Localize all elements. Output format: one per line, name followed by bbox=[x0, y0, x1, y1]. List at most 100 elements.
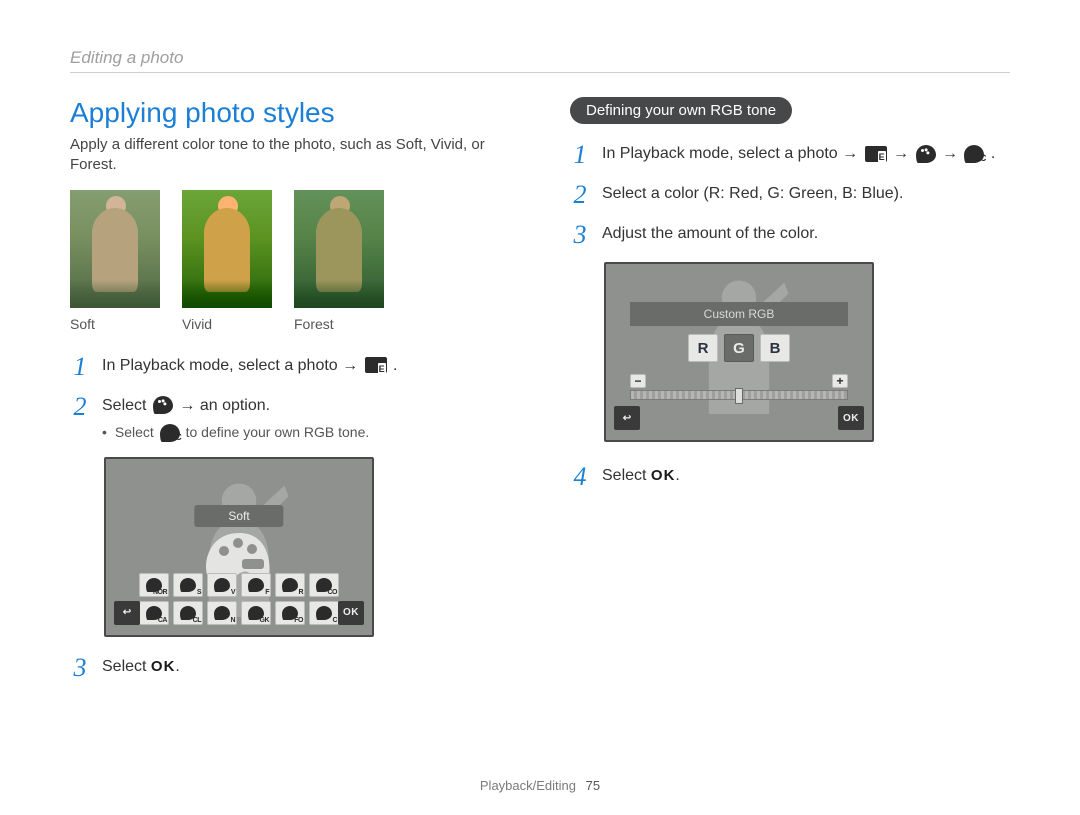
step-text: Select bbox=[102, 397, 151, 414]
style-chip[interactable]: NOR bbox=[139, 573, 169, 597]
step-body: Select OK. bbox=[602, 464, 1010, 488]
rgb-chip-g[interactable]: G bbox=[724, 334, 754, 362]
back-button[interactable]: ↩ bbox=[114, 601, 140, 625]
bullet-icon: • bbox=[102, 422, 107, 443]
thumb-soft: Soft bbox=[70, 190, 160, 332]
breadcrumb: Editing a photo bbox=[70, 48, 1010, 68]
style-chip[interactable]: R bbox=[275, 573, 305, 597]
step-text: . bbox=[393, 357, 397, 374]
style-chip[interactable]: C bbox=[309, 601, 339, 625]
step-text: → an option. bbox=[179, 397, 270, 414]
left-steps-2: 3 Select OK. bbox=[70, 655, 510, 681]
step-number: 2 bbox=[70, 394, 90, 420]
slider-track[interactable] bbox=[630, 390, 848, 400]
style-chip[interactable]: V bbox=[207, 573, 237, 597]
rgb-slider[interactable]: − + bbox=[630, 374, 848, 400]
thumb-forest: Forest bbox=[294, 190, 384, 332]
lcd-selected-label: Soft bbox=[194, 505, 283, 527]
slider-ends: − + bbox=[630, 374, 848, 388]
style-chip[interactable]: CO bbox=[309, 573, 339, 597]
palette-icon bbox=[916, 145, 936, 163]
step-number: 3 bbox=[70, 655, 90, 681]
minus-icon[interactable]: − bbox=[630, 374, 646, 388]
style-thumbnails: Soft Vivid Forest bbox=[70, 190, 510, 332]
ok-button[interactable]: OK bbox=[838, 406, 864, 430]
step-2: 2 Select → an option. • Select to define… bbox=[70, 394, 510, 443]
step-4: 4 Select OK. bbox=[570, 464, 1010, 490]
step-body: In Playback mode, select a photo → . bbox=[102, 354, 510, 378]
columns: Applying photo styles Apply a different … bbox=[70, 97, 1010, 695]
lcd-title: Custom RGB bbox=[630, 302, 848, 326]
footer-section: Playback/Editing bbox=[480, 778, 576, 793]
thumb-label: Forest bbox=[294, 316, 384, 332]
intro-text: Apply a different color tone to the phot… bbox=[70, 135, 510, 176]
step-2: 2 Select a color (R: Red, G: Green, B: B… bbox=[570, 182, 1010, 208]
step-body: Select → an option. • Select to define y… bbox=[102, 394, 510, 443]
step-text: → bbox=[893, 145, 913, 162]
style-chip[interactable]: GK bbox=[241, 601, 271, 625]
step-text: In Playback mode, select a photo → bbox=[602, 145, 863, 162]
step-text: . bbox=[175, 658, 179, 675]
rgb-chip-b[interactable]: B bbox=[760, 334, 790, 362]
sub-text: Select to define your own RGB tone. bbox=[115, 422, 369, 443]
ok-icon: OK bbox=[151, 658, 176, 675]
lcd-chip-row-1: NOR S V F R CO bbox=[138, 573, 340, 597]
ok-icon: OK bbox=[651, 467, 676, 484]
step-3: 3 Select OK. bbox=[70, 655, 510, 681]
lcd-rgb: Custom RGB R G B − + ↩ OK bbox=[604, 262, 874, 442]
step-text: . bbox=[675, 467, 679, 484]
right-column: Defining your own RGB tone 1 In Playback… bbox=[570, 97, 1010, 695]
step-text: . bbox=[991, 145, 995, 162]
rgb-chips: R G B bbox=[688, 334, 790, 362]
step-1: 1 In Playback mode, select a photo → → →… bbox=[570, 142, 1010, 168]
step-number: 2 bbox=[570, 182, 590, 208]
style-chip[interactable]: N bbox=[207, 601, 237, 625]
divider bbox=[70, 72, 1010, 73]
step-text: Select bbox=[602, 467, 651, 484]
step-3: 3 Adjust the amount of the color. bbox=[570, 222, 1010, 248]
step-number: 4 bbox=[570, 464, 590, 490]
ok-button[interactable]: OK bbox=[338, 601, 364, 625]
thumb-image bbox=[70, 190, 160, 308]
style-chip[interactable]: CA bbox=[139, 601, 169, 625]
sub-bullet: • Select to define your own RGB tone. bbox=[102, 422, 510, 443]
thumb-vivid: Vivid bbox=[182, 190, 272, 332]
palette-custom-icon bbox=[160, 424, 180, 442]
left-column: Applying photo styles Apply a different … bbox=[70, 97, 510, 695]
palette-icon bbox=[153, 396, 173, 414]
style-chip[interactable]: F bbox=[241, 573, 271, 597]
step-body: In Playback mode, select a photo → → → . bbox=[602, 142, 1010, 166]
page-footer: Playback/Editing 75 bbox=[0, 778, 1080, 793]
right-steps: 1 In Playback mode, select a photo → → →… bbox=[570, 142, 1010, 248]
edit-icon bbox=[865, 146, 887, 162]
step-text: In Playback mode, select a photo → bbox=[102, 357, 363, 374]
step-1: 1 In Playback mode, select a photo → . bbox=[70, 354, 510, 380]
thumb-label: Soft bbox=[70, 316, 160, 332]
thumb-image bbox=[182, 190, 272, 308]
rgb-chip-r[interactable]: R bbox=[688, 334, 718, 362]
section-title: Applying photo styles bbox=[70, 97, 510, 129]
right-steps-2: 4 Select OK. bbox=[570, 464, 1010, 490]
style-chip[interactable]: CL bbox=[173, 601, 203, 625]
lcd-style-selector: Soft NOR S V F R CO CA CL N GK FO bbox=[104, 457, 374, 637]
step-number: 1 bbox=[570, 142, 590, 168]
left-steps: 1 In Playback mode, select a photo → . 2… bbox=[70, 354, 510, 443]
step-text: → bbox=[942, 145, 962, 162]
footer-page: 75 bbox=[586, 778, 600, 793]
step-text: Select bbox=[102, 658, 151, 675]
plus-icon[interactable]: + bbox=[832, 374, 848, 388]
style-chip[interactable]: FO bbox=[275, 601, 305, 625]
lcd-chip-row-2: CA CL N GK FO C bbox=[138, 601, 340, 625]
step-body: Select OK. bbox=[102, 655, 510, 679]
back-button[interactable]: ↩ bbox=[614, 406, 640, 430]
step-number: 1 bbox=[70, 354, 90, 380]
slider-thumb[interactable] bbox=[735, 388, 743, 404]
palette-custom-icon bbox=[964, 145, 984, 163]
style-chip[interactable]: S bbox=[173, 573, 203, 597]
thumb-label: Vivid bbox=[182, 316, 272, 332]
thumb-image bbox=[294, 190, 384, 308]
step-number: 3 bbox=[570, 222, 590, 248]
step-body: Adjust the amount of the color. bbox=[602, 222, 1010, 246]
edit-icon bbox=[365, 357, 387, 373]
callout-heading: Defining your own RGB tone bbox=[570, 97, 792, 124]
